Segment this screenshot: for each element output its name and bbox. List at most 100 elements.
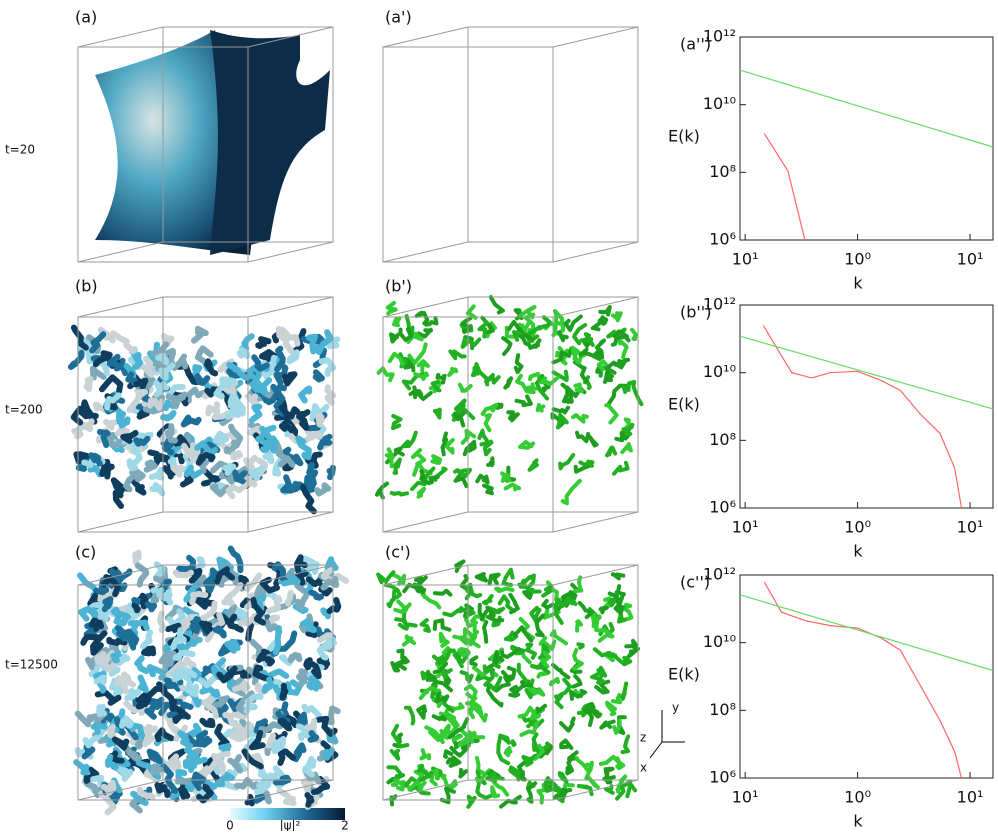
render-tube [551,679,558,684]
render-tube [143,632,150,646]
render-tube [502,649,519,657]
render-tube [496,589,512,592]
render-tube [501,797,520,807]
render-tube [157,730,171,739]
render-tube [138,566,146,585]
x-tick-label: 10⁰ [844,518,871,537]
cube-edge [553,27,638,47]
render-tube [309,465,315,476]
render-tube [194,329,206,341]
render-tube [202,624,210,632]
axis-arrow [650,742,662,758]
render-tube [573,415,587,422]
render-tube [235,473,244,482]
render-tube [411,387,416,397]
render-tube [619,340,627,357]
render-tube [377,484,387,498]
render-tube [561,718,574,730]
render-tube [173,670,181,679]
render-tube [506,748,511,755]
panel-label: (c) [75,543,96,562]
x-tick-label: 10¹ [957,518,984,537]
x-tick-label: 10¹ [957,250,984,269]
render-tube [435,620,450,629]
render-tube [170,756,178,766]
render-tube [479,431,488,445]
render-tube [614,463,628,474]
plots: (a'')E(k)k10⁶10⁸10¹⁰10¹²10¹10⁰10¹(b'')E(… [668,27,993,831]
render-tube [165,448,172,452]
render-tube [119,769,130,779]
render-tube [317,485,328,493]
x-tick-label: 10¹ [957,788,984,807]
y-tick-label: 10⁸ [709,430,736,449]
render-tube [580,603,592,617]
render-tube [199,559,203,569]
render-tube [291,655,300,660]
render-tube [91,455,100,463]
render-tube [587,704,594,725]
render-tube [93,369,104,378]
render-tube [632,330,636,339]
render-tube [183,670,194,678]
render-tube [577,759,590,778]
axis-name: z [640,731,646,745]
render-tube [508,412,518,420]
render-tube [216,628,224,635]
render-tube [108,727,113,736]
render-tube [173,397,180,407]
render-tube [563,481,580,504]
colorbar-label: |ψ|² [280,819,301,832]
y-axis-label: E(k) [668,395,700,414]
cube-edge [553,242,638,262]
render-tube [379,368,393,380]
render-tube [450,351,464,358]
render-tube [298,596,306,608]
render-tube [393,416,401,428]
render-tube [135,355,141,368]
render-tube [154,700,161,707]
plot-frame [740,305,993,508]
render-tube [623,608,631,620]
render-tube [444,608,461,615]
render-tube [208,404,217,413]
render-tube [168,626,178,630]
render-tube [136,381,145,387]
render-tube [99,707,104,715]
x-tick-label: 10⁰ [844,788,871,807]
render-tube [202,721,212,725]
render-tube [288,682,299,693]
render-tube [462,672,472,682]
render-tube [395,459,400,473]
cube-edge [78,512,163,532]
render-tube [134,451,140,463]
render-tube [441,634,448,646]
render-tube [301,732,309,738]
render-tube [246,458,255,468]
render-tube [520,442,533,448]
render-tube [480,605,487,619]
render-tube [419,489,425,497]
y-tick-label: 10⁸ [709,162,736,181]
render-tube [282,686,285,698]
render-tube [606,405,616,422]
render-tube [177,356,186,366]
render-tube [633,384,641,404]
render-tube [499,609,503,612]
render-tube [202,462,206,471]
render-tube [436,694,447,702]
render-tube [113,653,119,661]
render-tube [573,676,580,687]
render-tube [187,468,200,476]
render-tube [206,578,213,591]
render-tube [589,778,598,787]
render-tube [115,739,127,747]
plot-frame [740,37,993,240]
render-tube [176,573,191,576]
render-tube [271,618,277,623]
render-tube [311,733,317,740]
render-tube [122,718,131,725]
render-tube [419,330,431,337]
render-tube [122,419,128,425]
render-tube [473,368,478,375]
